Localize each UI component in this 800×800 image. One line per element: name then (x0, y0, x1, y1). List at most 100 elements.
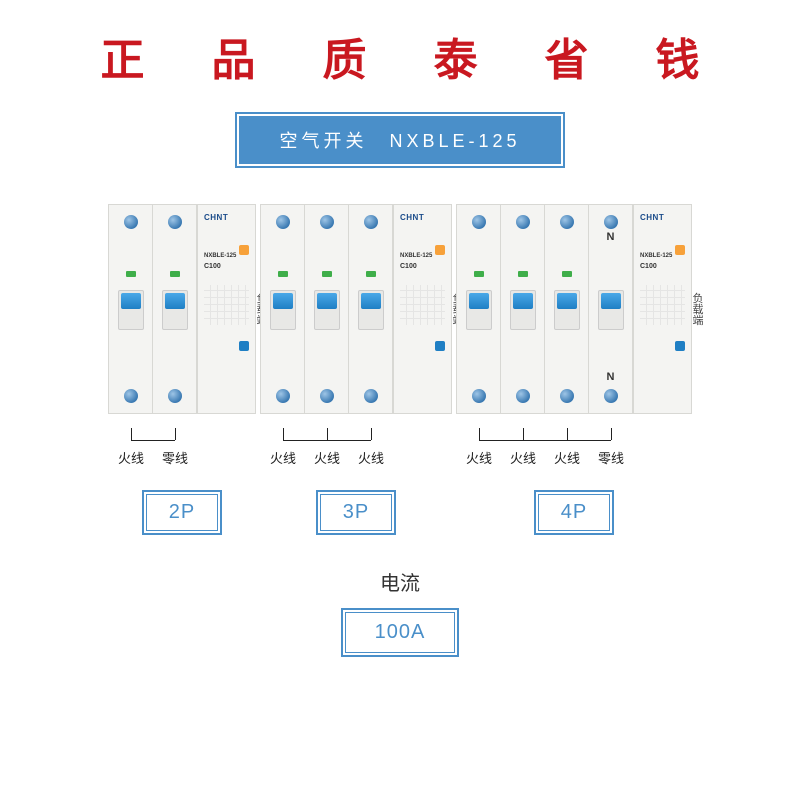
terminal-label: 火线 (314, 448, 340, 467)
breaker-3p-pole-1 (261, 205, 305, 413)
brand-label: CHNT (400, 213, 424, 222)
lever-slot (466, 290, 492, 330)
product-title: 空气开关 NXBLE-125 (239, 116, 561, 164)
lever-icon (165, 293, 185, 309)
breaker-2p: CHNT NXBLE-125 C100 负载端 (108, 204, 256, 414)
bracket: 零线 (153, 428, 197, 458)
breaker-2p-side-panel: CHNT NXBLE-125 C100 (197, 205, 255, 413)
screw-icon (276, 215, 290, 229)
bracket: 火线 (457, 428, 501, 458)
terminal-label: 火线 (358, 448, 384, 467)
indicator-led-icon (278, 271, 288, 277)
lever-slot (598, 290, 624, 330)
blue-button-icon (675, 341, 685, 351)
lever-icon (273, 293, 293, 309)
rating-label: C100 (640, 263, 657, 270)
lever-slot (118, 290, 144, 330)
test-button-icon (239, 245, 249, 255)
screw-icon (168, 389, 182, 403)
test-button-icon (675, 245, 685, 255)
breaker-4p: N N CHNT NXBLE-125 C100 负载端 (456, 204, 692, 414)
breaker-3p-pole-3 (349, 205, 393, 413)
screw-icon (276, 389, 290, 403)
breaker-2p-pole-2 (153, 205, 197, 413)
pole-badge-label: 2P (146, 494, 218, 531)
screw-icon (364, 389, 378, 403)
lever-icon (121, 293, 141, 309)
terminal-label: 火线 (270, 448, 296, 467)
current-badge: 100A (341, 608, 459, 657)
screw-icon (604, 215, 618, 229)
breaker-4p-pole-n: N N (589, 205, 633, 413)
rating-label: C100 (400, 263, 417, 270)
bracket: 火线 (305, 428, 349, 458)
breaker-4p-pole-3 (545, 205, 589, 413)
bracket: 火线 (261, 428, 305, 458)
headline-seg1: 正 品 质 (73, 36, 395, 85)
lever-slot (314, 290, 340, 330)
brand-label: CHNT (204, 213, 228, 222)
screw-icon (560, 215, 574, 229)
lever-icon (601, 293, 621, 309)
lever-slot (510, 290, 536, 330)
bracket: 火线 (545, 428, 589, 458)
lever-slot (358, 290, 384, 330)
terminal-label: 火线 (466, 448, 492, 467)
breaker-4p-col: N N CHNT NXBLE-125 C100 负载端 火线 (456, 204, 692, 535)
n-marker-bottom: N (607, 371, 615, 383)
screw-icon (364, 215, 378, 229)
indicator-led-icon (170, 271, 180, 277)
bracket: 零线 (589, 428, 633, 458)
terminal-label: 火线 (118, 448, 144, 467)
breaker-3p-pole-2 (305, 205, 349, 413)
breaker-4p-side-panel: CHNT NXBLE-125 C100 (633, 205, 691, 413)
lever-slot (162, 290, 188, 330)
breaker-2p-col: CHNT NXBLE-125 C100 负载端 火线 零线 2P (108, 204, 256, 535)
screw-icon (124, 389, 138, 403)
indicator-led-icon (474, 271, 484, 277)
model-label: NXBLE-125 (204, 253, 236, 259)
screw-icon (604, 389, 618, 403)
pole-badge-3p: 3P (316, 490, 396, 535)
pole-badge-4p: 4P (534, 490, 614, 535)
lever-icon (513, 293, 533, 309)
breaker-2p-brackets: 火线 零线 (109, 428, 197, 458)
brand-label: CHNT (640, 213, 664, 222)
model-label: NXBLE-125 (400, 253, 432, 259)
breaker-3p: CHNT NXBLE-125 C100 负载端 (260, 204, 452, 414)
blue-button-icon (239, 341, 249, 351)
indicator-led-icon (562, 271, 572, 277)
breaker-2p-pole-1 (109, 205, 153, 413)
terminal-label: 火线 (554, 448, 580, 467)
n-marker-top: N (607, 231, 615, 243)
breaker-4p-brackets: 火线 火线 火线 零线 (457, 428, 633, 458)
breaker-4p-pole-2 (501, 205, 545, 413)
lever-icon (557, 293, 577, 309)
model-label: NXBLE-125 (640, 253, 672, 259)
bracket: 火线 (109, 428, 153, 458)
circuit-diagram-icon (640, 285, 685, 325)
pole-badge-label: 4P (538, 494, 610, 531)
indicator-led-icon (126, 271, 136, 277)
breaker-3p-col: CHNT NXBLE-125 C100 负载端 火线 火线 火线 (260, 204, 452, 535)
headline-seg2: 泰 省 钱 (434, 36, 728, 85)
lever-icon (317, 293, 337, 309)
breaker-3p-side-panel: CHNT NXBLE-125 C100 (393, 205, 451, 413)
indicator-led-icon (518, 271, 528, 277)
bracket: 火线 (349, 428, 393, 458)
lever-slot (270, 290, 296, 330)
screw-icon (320, 389, 334, 403)
indicator-led-icon (322, 271, 332, 277)
indicator-led-icon (366, 271, 376, 277)
terminal-label: 零线 (162, 448, 188, 467)
screw-icon (320, 215, 334, 229)
circuit-diagram-icon (204, 285, 249, 325)
pole-badge-label: 3P (320, 494, 392, 531)
rating-label: C100 (204, 263, 221, 270)
screw-icon (560, 389, 574, 403)
circuit-diagram-icon (400, 285, 445, 325)
lever-icon (469, 293, 489, 309)
screw-icon (472, 215, 486, 229)
screw-icon (472, 389, 486, 403)
bracket: 火线 (501, 428, 545, 458)
